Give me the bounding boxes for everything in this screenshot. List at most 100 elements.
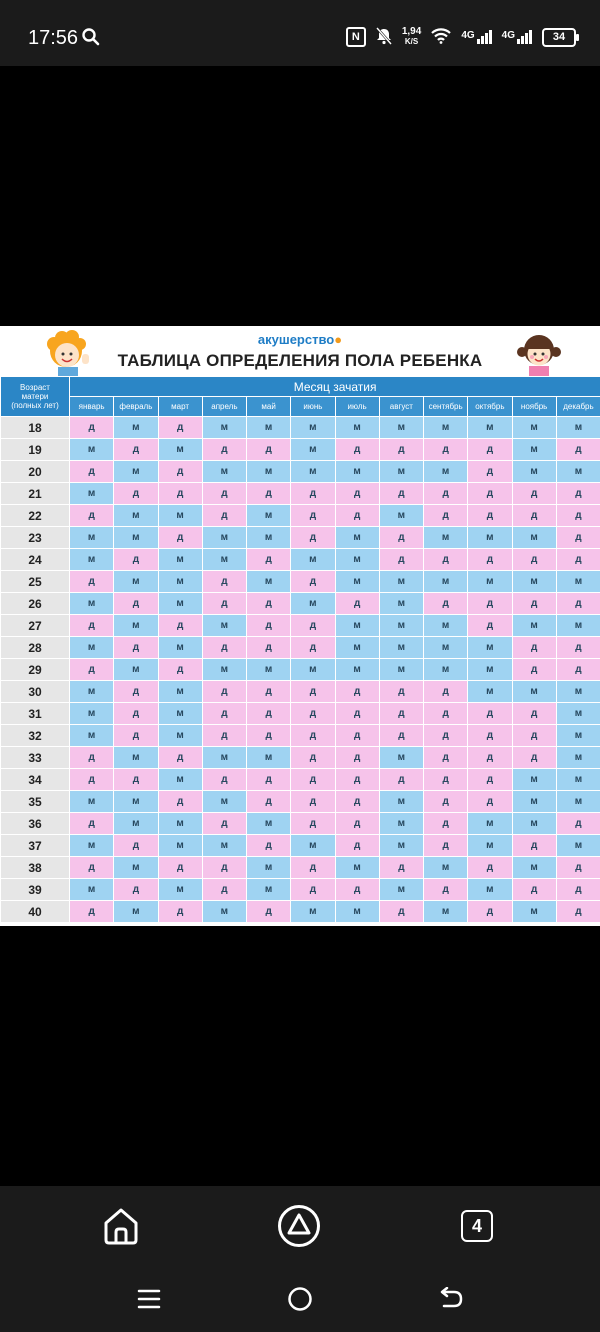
sex-cell: д xyxy=(334,768,380,791)
status-icons: N 1,94 K/S 4G 4G 34 xyxy=(345,22,579,52)
sex-cell: д xyxy=(68,856,115,879)
table-row: 21 м д д д д д д д д д д д xyxy=(0,482,600,505)
sex-cell: д xyxy=(378,702,425,725)
sex-cell: м xyxy=(511,680,557,703)
sex-cell: м xyxy=(511,768,557,791)
month-header-2: февраль xyxy=(113,396,159,417)
sex-cell: м xyxy=(245,856,292,879)
table-row: 34 д д м д д д д д д д м м xyxy=(0,768,600,791)
sex-cell: д xyxy=(422,438,469,461)
sex-cell: м xyxy=(68,526,115,549)
mother-age-cell: 39 xyxy=(0,878,70,901)
tabs-button[interactable]: 4 xyxy=(459,1208,495,1244)
back-button[interactable] xyxy=(436,1284,466,1314)
sex-cell: д xyxy=(422,768,469,791)
assistant-button[interactable] xyxy=(276,1203,322,1249)
sex-cell: д xyxy=(290,526,336,549)
sex-cell: м xyxy=(290,548,336,571)
age-header-line: Возраст xyxy=(20,383,50,392)
sex-cell: д xyxy=(467,724,513,747)
month-header-row: январь февраль март апрель май июнь июль август… xyxy=(1,396,600,417)
month-header-11: ноябрь xyxy=(511,396,557,417)
sex-cell: д xyxy=(290,812,336,835)
table-row: 36 д м м д м д д м д м м д xyxy=(0,812,600,835)
sex-cell: д xyxy=(422,548,469,571)
sex-cell: м xyxy=(422,658,469,681)
sex-cell: д xyxy=(378,856,425,879)
sex-cell: д xyxy=(422,746,469,769)
sex-cell: м xyxy=(511,438,557,461)
search-icon[interactable] xyxy=(82,28,100,51)
sex-cell: м xyxy=(334,526,380,549)
table-row: 27 д м д м д д м м м д м м xyxy=(0,614,600,637)
net-speed-value: 1,94 xyxy=(401,26,422,37)
month-header-6: июнь xyxy=(290,396,336,417)
sex-cell: м xyxy=(290,900,336,923)
sex-cell: д xyxy=(245,614,292,637)
mother-age-cell: 30 xyxy=(0,680,70,703)
sex-cell: д xyxy=(68,768,115,791)
sex-cell: д xyxy=(113,878,159,901)
sex-cell: д xyxy=(245,482,292,505)
table-row: 38 д м д д м д м д м д м д xyxy=(0,856,600,879)
sex-cell: д xyxy=(157,460,203,483)
sex-cell: д xyxy=(68,504,115,527)
table-row: 28 м д м д д д м м м м д д xyxy=(0,636,600,659)
table-row: 40 д м д м д м м д м д м д xyxy=(0,900,600,923)
mother-age-cell: 28 xyxy=(0,636,70,659)
sex-cell: д xyxy=(555,900,600,923)
sex-cell: д xyxy=(422,504,469,527)
sex-cell: м xyxy=(555,746,600,769)
system-home-button[interactable] xyxy=(285,1284,315,1314)
mother-age-cell: 18 xyxy=(0,416,70,439)
sex-cell: м xyxy=(157,438,203,461)
mother-age-cell: 36 xyxy=(0,812,70,835)
sex-cell: д xyxy=(511,636,557,659)
sex-cell: м xyxy=(555,790,600,813)
sex-cell: м xyxy=(555,680,600,703)
age-header-line: (полных лет) xyxy=(11,401,59,410)
sex-cell: д xyxy=(334,878,380,901)
sex-cell: д xyxy=(68,658,115,681)
sex-cell: м xyxy=(378,614,425,637)
sex-cell: д xyxy=(68,614,115,637)
tabs-icon: 4 xyxy=(461,1210,493,1242)
sex-cell: м xyxy=(378,834,425,857)
sex-cell: м xyxy=(467,570,513,593)
sex-cell: д xyxy=(113,592,159,615)
sex-cell: д xyxy=(68,746,115,769)
sex-cell: д xyxy=(201,680,248,703)
sex-cell: м xyxy=(245,504,292,527)
sex-cell: д xyxy=(334,790,380,813)
sex-cell: м xyxy=(555,460,600,483)
sex-cell: д xyxy=(290,570,336,593)
sex-cell: м xyxy=(422,526,469,549)
sex-cell: д xyxy=(422,702,469,725)
sex-cell: д xyxy=(334,812,380,835)
sex-cell: д xyxy=(378,768,425,791)
sex-cell: м xyxy=(378,746,425,769)
sex-cell: д xyxy=(68,460,115,483)
sex-cell: м xyxy=(511,790,557,813)
sex-cell: м xyxy=(290,416,336,439)
sex-cell: м xyxy=(378,416,425,439)
mother-age-cell: 35 xyxy=(0,790,70,813)
girl-illustration-icon xyxy=(517,335,561,378)
sex-cell: м xyxy=(378,812,425,835)
menu-button[interactable] xyxy=(134,1284,164,1314)
sex-cell: м xyxy=(334,416,380,439)
sex-cell: м xyxy=(290,438,336,461)
sex-cell: д xyxy=(245,680,292,703)
sex-cell: д xyxy=(334,702,380,725)
sex-cell: м xyxy=(113,658,159,681)
sex-cell: д xyxy=(68,570,115,593)
sex-cell: м xyxy=(467,834,513,857)
sex-cell: д xyxy=(113,482,159,505)
sex-cell: д xyxy=(378,482,425,505)
month-group-header: Месяц зачатия xyxy=(68,376,600,397)
browser-home-button[interactable] xyxy=(101,1204,141,1248)
sex-cell: м xyxy=(201,614,248,637)
sex-cell: д xyxy=(334,746,380,769)
sex-cell: д xyxy=(334,724,380,747)
sex-cell: м xyxy=(68,790,115,813)
